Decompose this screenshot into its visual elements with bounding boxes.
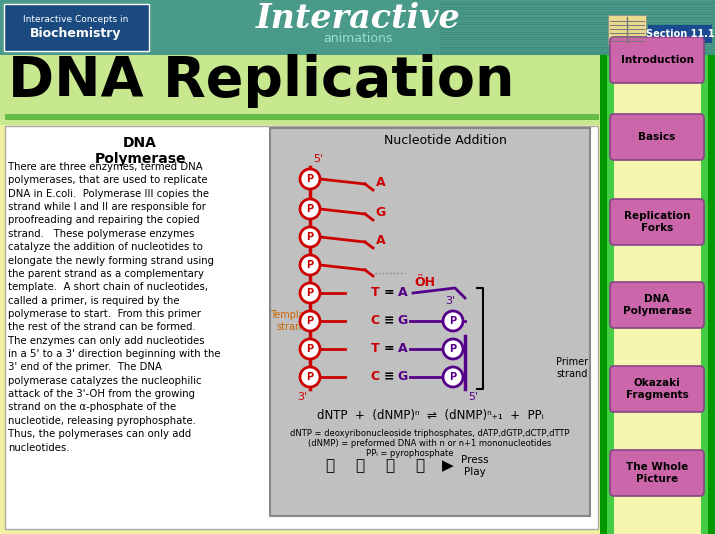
- Text: DNA
Polymerase: DNA Polymerase: [94, 136, 186, 166]
- FancyBboxPatch shape: [610, 199, 704, 245]
- Text: 5': 5': [313, 154, 323, 164]
- Text: Okazaki
Fragments: Okazaki Fragments: [626, 378, 689, 400]
- Text: 3': 3': [297, 392, 307, 402]
- Text: P: P: [450, 344, 457, 354]
- Circle shape: [300, 255, 320, 275]
- Text: A: A: [398, 342, 408, 356]
- Text: Basics: Basics: [638, 132, 676, 142]
- Text: DNA Replication: DNA Replication: [8, 54, 515, 108]
- Circle shape: [443, 339, 463, 359]
- Text: =: =: [384, 342, 394, 356]
- FancyBboxPatch shape: [610, 37, 704, 83]
- Text: Primer
strand: Primer strand: [556, 357, 588, 379]
- Circle shape: [300, 199, 320, 219]
- Bar: [0, 0, 715, 55]
- Text: P: P: [307, 204, 314, 214]
- Text: G: G: [398, 371, 408, 383]
- Text: dNTP  +  (dNMP)ⁿ  ⇌  (dNMP)ⁿ₊₁  +  PPᵢ: dNTP + (dNMP)ⁿ ⇌ (dNMP)ⁿ₊₁ + PPᵢ: [317, 410, 543, 422]
- Text: (dNMP) = preformed DNA with n or n+1 mononucleotides: (dNMP) = preformed DNA with n or n+1 mon…: [308, 438, 552, 447]
- Text: T: T: [370, 287, 380, 300]
- Text: G: G: [376, 206, 386, 218]
- FancyBboxPatch shape: [610, 450, 704, 496]
- Text: Press
Play: Press Play: [461, 455, 489, 477]
- Text: P: P: [307, 372, 314, 382]
- Text: ▶: ▶: [442, 459, 454, 474]
- Circle shape: [443, 311, 463, 331]
- Text: P: P: [307, 174, 314, 184]
- Circle shape: [300, 311, 320, 331]
- Text: ⏪: ⏪: [355, 459, 365, 474]
- Text: P: P: [307, 316, 314, 326]
- Bar: [5, 114, 599, 120]
- Circle shape: [300, 283, 320, 303]
- Text: Replication
Forks: Replication Forks: [623, 211, 690, 233]
- Circle shape: [300, 227, 320, 247]
- Text: =: =: [384, 287, 394, 300]
- Text: Section 11.1: Section 11.1: [646, 29, 714, 39]
- Text: Introduction: Introduction: [621, 55, 694, 65]
- Text: ÖH: ÖH: [415, 277, 435, 289]
- Text: PPᵢ = pyrophosphate: PPᵢ = pyrophosphate: [366, 449, 454, 458]
- Text: 3': 3': [445, 296, 455, 306]
- FancyBboxPatch shape: [610, 114, 704, 160]
- Text: P: P: [307, 260, 314, 270]
- Text: ≡: ≡: [384, 315, 394, 327]
- Text: P: P: [307, 288, 314, 298]
- Text: ⏺: ⏺: [385, 459, 395, 474]
- Text: C: C: [370, 315, 380, 327]
- Text: P: P: [450, 372, 457, 382]
- Text: Interactive: Interactive: [256, 3, 460, 35]
- Text: T: T: [370, 342, 380, 356]
- Text: Biochemistry: Biochemistry: [30, 27, 122, 40]
- Bar: [701, 55, 708, 534]
- Text: A: A: [398, 287, 408, 300]
- Bar: [4, 4, 149, 51]
- Text: DNA
Polymerase: DNA Polymerase: [623, 294, 691, 316]
- Text: Template
strand: Template strand: [270, 310, 315, 332]
- Text: A: A: [376, 233, 386, 247]
- Circle shape: [300, 367, 320, 387]
- Text: animations: animations: [323, 33, 393, 45]
- Text: dNTP = deoxyribonucleoside triphosphates, dATP,dGTP,dCTP,dTTP: dNTP = deoxyribonucleoside triphosphates…: [290, 428, 570, 437]
- Text: Interactive Concepts in: Interactive Concepts in: [24, 14, 129, 23]
- Text: C: C: [370, 371, 380, 383]
- Bar: [5, 126, 598, 529]
- Bar: [600, 55, 607, 534]
- FancyBboxPatch shape: [270, 128, 590, 516]
- Text: G: G: [398, 315, 408, 327]
- FancyBboxPatch shape: [610, 282, 704, 328]
- Circle shape: [300, 339, 320, 359]
- Bar: [607, 55, 614, 534]
- Text: There are three enzymes, termed DNA
polymerases, that are used to replicate
DNA : There are three enzymes, termed DNA poly…: [8, 162, 220, 452]
- Bar: [648, 25, 712, 43]
- Bar: [600, 55, 715, 534]
- Text: P: P: [307, 344, 314, 354]
- Circle shape: [443, 367, 463, 387]
- Text: ≡: ≡: [384, 371, 394, 383]
- Text: ⏩: ⏩: [415, 459, 425, 474]
- Text: A: A: [376, 176, 386, 189]
- Text: Nucleotide Addition: Nucleotide Addition: [383, 134, 506, 146]
- FancyBboxPatch shape: [610, 366, 704, 412]
- Text: 5': 5': [468, 392, 478, 402]
- Bar: [708, 55, 715, 534]
- Text: P: P: [307, 232, 314, 242]
- Text: P: P: [450, 316, 457, 326]
- Bar: [0, 55, 605, 125]
- Text: The Whole
Picture: The Whole Picture: [626, 462, 688, 484]
- Circle shape: [300, 169, 320, 189]
- Bar: [608, 15, 646, 45]
- Text: ⏮: ⏮: [325, 459, 335, 474]
